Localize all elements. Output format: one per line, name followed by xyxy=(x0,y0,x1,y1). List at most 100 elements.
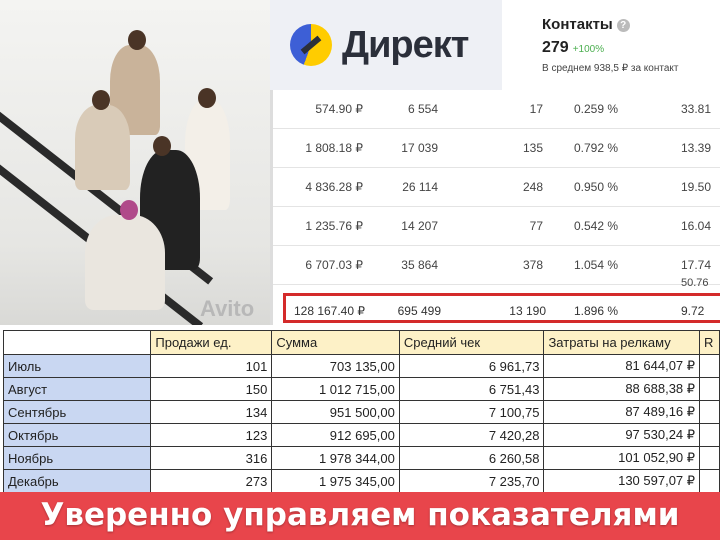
direct-stats-table: 574.90 ₽ 6 554 17 0.259 % 33.81 1 808.18 ₽ 17 … xyxy=(270,90,720,325)
cut-off-cell xyxy=(699,423,720,447)
value-cell: 912 695,00 xyxy=(271,423,400,447)
direct-total-cell: 13 190 xyxy=(509,304,546,318)
value-cell: 123 xyxy=(150,423,273,447)
contacts-title: Контакты xyxy=(542,16,613,33)
cut-off-cell xyxy=(699,354,720,378)
value-cell: 6 751,43 xyxy=(398,377,545,401)
table-row: Сентябрь 134 951 500,00 7 100,75 87 489,16 ₽ xyxy=(2,400,720,424)
direct-cell: 378 xyxy=(522,258,543,272)
value-cell: 6 961,73 xyxy=(398,354,545,378)
column-header: Продажи ед. xyxy=(150,330,273,355)
value-cell: 134 xyxy=(150,400,273,424)
table-row: Октябрь 123 912 695,00 7 420,28 97 530,24 ₽ xyxy=(2,423,720,447)
direct-row: 574.90 ₽ 6 554 17 0.259 % 33.81 xyxy=(273,90,720,129)
direct-cell: 0.950 % xyxy=(574,180,619,194)
direct-total-cell: 1.896 % xyxy=(574,304,619,318)
help-icon[interactable]: ? xyxy=(616,19,630,32)
value-cell: 101 052,90 ₽ xyxy=(543,446,701,470)
direct-row: 6 707.03 ₽ 35 864 378 1.054 % 17.74 xyxy=(273,246,720,285)
direct-cell: 6 554 xyxy=(407,102,438,116)
direct-cell: 17 xyxy=(529,102,543,116)
direct-cell: 574.90 ₽ xyxy=(315,102,363,116)
yandex-direct-logo: Директ xyxy=(270,0,502,90)
column-header: Средний чек xyxy=(398,330,545,355)
direct-row: 1 808.18 ₽ 17 039 135 0.792 % 13.39 xyxy=(273,129,720,168)
direct-cell: 17.74 xyxy=(681,258,712,272)
column-header xyxy=(2,330,152,355)
value-cell: 316 xyxy=(150,446,273,470)
cut-off-cell xyxy=(699,400,720,424)
direct-row: 4 836.28 ₽ 26 114 248 0.950 % 19.50 xyxy=(273,168,720,207)
person xyxy=(75,105,130,190)
cut-off-cell xyxy=(699,469,720,493)
direct-cell: 17 039 xyxy=(401,141,438,155)
cut-off-cell xyxy=(699,377,720,401)
value-cell: 7 235,70 xyxy=(398,469,545,493)
value-cell: 273 xyxy=(150,469,273,493)
column-header: R xyxy=(699,330,720,355)
cut-off-cell xyxy=(699,446,720,470)
direct-cell: 13.39 xyxy=(681,141,712,155)
month-cell: Сентябрь xyxy=(2,400,152,424)
value-cell: 130 597,07 ₽ xyxy=(543,469,701,493)
value-cell: 7 100,75 xyxy=(398,400,545,424)
month-cell: Октябрь xyxy=(2,423,152,447)
person-head xyxy=(120,200,138,220)
month-cell: Декабрь xyxy=(2,469,152,493)
table-row: Ноябрь 316 1 978 344,00 6 260,58 101 052,90 … xyxy=(2,446,720,470)
column-header: Сумма xyxy=(271,330,400,355)
value-cell: 703 135,00 xyxy=(271,354,400,378)
person-head xyxy=(92,90,110,110)
direct-cell: 14 207 xyxy=(401,219,438,233)
value-cell: 1 975 345,00 xyxy=(271,469,400,493)
month-cell: Ноябрь xyxy=(2,446,152,470)
direct-cell: 19.50 xyxy=(681,180,712,194)
table-row: Август 150 1 012 715,00 6 751,43 88 688,38 ₽ xyxy=(2,377,720,401)
direct-total-cell: 9.72 xyxy=(681,304,705,318)
direct-total-cell: 695 499 xyxy=(397,304,441,318)
logo-text: Директ xyxy=(342,23,469,66)
value-cell: 1 978 344,00 xyxy=(271,446,400,470)
value-cell: 88 688,38 ₽ xyxy=(543,377,701,401)
direct-cell: 1 235.76 ₽ xyxy=(305,219,363,233)
direct-cell: 0.542 % xyxy=(574,219,619,233)
avito-watermark: Avito xyxy=(200,296,255,321)
person xyxy=(85,215,165,310)
team-photo xyxy=(0,0,270,325)
direct-cell: 4 836.28 ₽ xyxy=(305,180,363,194)
direct-cell: 6 707.03 ₽ xyxy=(305,258,363,272)
column-header: Затраты на релкаму xyxy=(543,330,701,355)
person-head xyxy=(128,30,146,50)
value-cell: 87 489,16 ₽ xyxy=(543,400,701,424)
direct-logo-icon xyxy=(290,24,332,66)
banner-headline: Уверенно управляем показателями xyxy=(0,492,720,540)
value-cell: 6 260,58 xyxy=(398,446,545,470)
direct-cell: 248 xyxy=(522,180,543,194)
contacts-change: +100% xyxy=(572,44,605,55)
partial-value: 50.76 xyxy=(681,277,709,289)
value-cell: 150 xyxy=(150,377,273,401)
direct-cell: 135 xyxy=(522,141,543,155)
direct-row: 1 235.76 ₽ 14 207 77 0.542 % 16.04 xyxy=(273,207,720,246)
contacts-average: В среднем 938,5 ₽ за контакт xyxy=(542,63,679,74)
direct-cell: 1 808.18 ₽ xyxy=(305,141,363,155)
person-head xyxy=(153,136,171,156)
direct-cell: 33.81 xyxy=(681,102,712,116)
person-head xyxy=(198,88,216,108)
month-cell: Август xyxy=(2,377,152,401)
contacts-widget: Контакты? 279 +100% В среднем 938,5 ₽ за … xyxy=(502,0,720,90)
contacts-value: 279 xyxy=(542,39,569,56)
direct-cell: 26 114 xyxy=(402,180,438,194)
direct-cell: 77 xyxy=(529,219,543,233)
sales-spreadsheet: Продажи ед. Сумма Средний чек Затраты на ре… xyxy=(2,330,720,493)
direct-cell: 35 864 xyxy=(401,258,438,272)
value-cell: 951 500,00 xyxy=(271,400,400,424)
table-row: Декабрь 273 1 975 345,00 7 235,70 130 597,07… xyxy=(2,469,720,493)
value-cell: 101 xyxy=(150,354,273,378)
direct-cell: 1.054 % xyxy=(574,258,619,272)
direct-cell: 16.04 xyxy=(681,219,712,233)
value-cell: 7 420,28 xyxy=(398,423,545,447)
direct-total-cell: 128 167.40 ₽ xyxy=(293,304,365,318)
direct-cell: 0.259 % xyxy=(574,102,619,116)
month-cell: Июль xyxy=(2,354,152,378)
